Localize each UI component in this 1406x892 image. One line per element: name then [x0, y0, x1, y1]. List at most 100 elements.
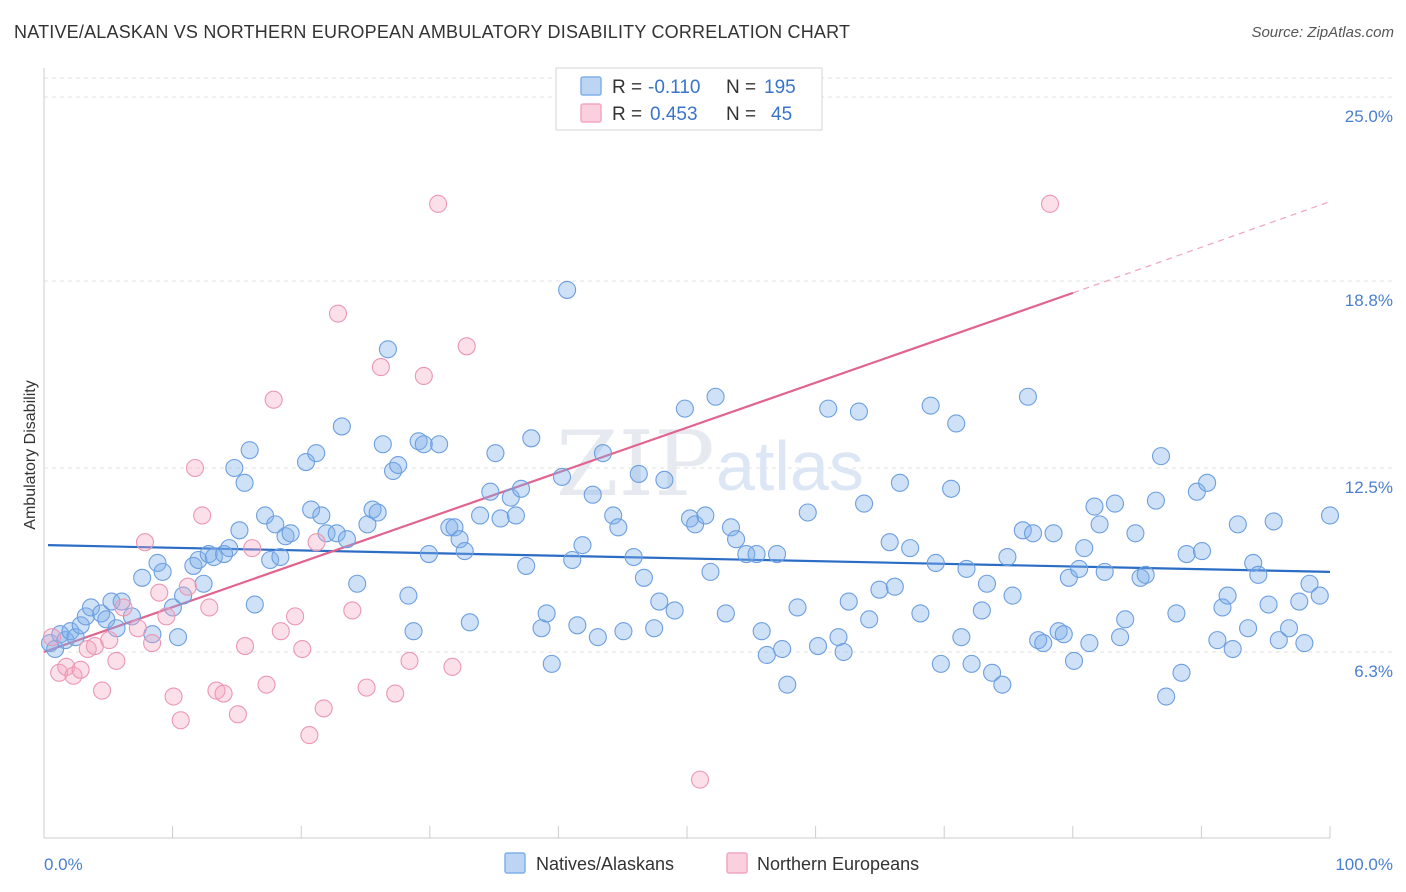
point-natives-109 — [757, 645, 776, 665]
point-natives-150 — [1054, 625, 1073, 644]
point-natives-183 — [1264, 512, 1283, 531]
point-natives-174 — [1208, 631, 1227, 650]
point-natives-71 — [501, 488, 520, 507]
point-natives-39 — [281, 524, 300, 543]
point-natives-34 — [255, 506, 275, 525]
point-natives-51 — [368, 503, 387, 522]
point-natives-122 — [860, 610, 879, 629]
point-natives-68 — [481, 482, 500, 501]
point-natives-102 — [706, 387, 725, 406]
point-natives-153 — [1070, 559, 1089, 578]
point-natives-163 — [1131, 568, 1150, 587]
point-natives-189 — [1310, 586, 1329, 605]
point-natives-115 — [808, 637, 828, 656]
point-natives-66 — [460, 613, 479, 632]
point-northern-europeans-10 — [114, 598, 133, 617]
legend-n-label-2: N = — [726, 104, 756, 125]
point-natives-164 — [1136, 565, 1155, 584]
point-northern-europeans-4 — [71, 660, 90, 679]
point-natives-119 — [839, 592, 858, 611]
point-natives-167 — [1157, 687, 1176, 706]
point-natives-128 — [911, 604, 930, 623]
point-northern-europeans-25 — [236, 637, 255, 656]
point-northern-europeans-43 — [443, 657, 462, 676]
point-natives-73 — [511, 479, 531, 498]
point-natives-147 — [1034, 634, 1053, 653]
point-natives-151 — [1059, 568, 1078, 587]
point-natives-61 — [430, 435, 449, 454]
point-natives-179 — [1239, 619, 1258, 638]
point-northern-europeans-29 — [271, 622, 290, 641]
trend-line-northern-europeans — [43, 291, 1074, 654]
point-natives-58 — [409, 432, 428, 451]
point-natives-30 — [230, 521, 249, 540]
point-northern-europeans-28 — [264, 390, 283, 409]
series-legend: Natives/Alaskans Northern Europeans — [504, 852, 919, 874]
axes — [43, 68, 1331, 839]
point-northern-europeans-33 — [307, 533, 326, 552]
point-natives-84 — [583, 485, 602, 504]
trend-lines — [43, 200, 1333, 654]
point-natives-176 — [1218, 586, 1237, 605]
point-natives-67 — [471, 506, 490, 525]
point-northern-europeans-31 — [293, 639, 312, 659]
point-northern-europeans-27 — [257, 675, 276, 694]
point-natives-79 — [552, 467, 572, 486]
point-natives-89 — [614, 622, 633, 641]
point-natives-22 — [184, 556, 203, 575]
point-natives-8 — [81, 598, 101, 617]
point-natives-69 — [486, 444, 505, 463]
y-tick-labels: 6.3% 12.5% 18.8% 25.0% — [1345, 107, 1393, 681]
point-natives-52 — [373, 435, 392, 454]
point-natives-112 — [778, 675, 797, 694]
point-natives-149 — [1049, 622, 1068, 641]
point-natives-186 — [1290, 592, 1309, 611]
point-natives-92 — [634, 568, 653, 587]
legend-n-label-1: N = — [726, 77, 756, 98]
point-natives-24 — [194, 574, 213, 593]
point-natives-9 — [92, 604, 111, 623]
point-northern-europeans-19 — [185, 458, 205, 478]
point-northern-europeans-7 — [93, 681, 112, 700]
point-natives-15 — [133, 568, 152, 587]
point-natives-82 — [568, 616, 587, 635]
legend-swatch-blue — [580, 76, 602, 96]
point-northern-europeans-0 — [42, 628, 62, 647]
y-tick-label-3: 25.0% — [1345, 107, 1393, 126]
legend-r-label-1: R = — [612, 77, 642, 98]
chart-title: NATIVE/ALASKAN VS NORTHERN EUROPEAN AMBU… — [14, 22, 851, 42]
point-northern-europeans-3 — [64, 666, 83, 685]
point-natives-156 — [1085, 497, 1104, 516]
point-natives-87 — [604, 506, 623, 525]
point-natives-55 — [389, 455, 408, 475]
point-northern-europeans-26 — [243, 539, 262, 558]
point-natives-42 — [307, 444, 326, 463]
point-natives-63 — [445, 518, 464, 537]
point-natives-169 — [1172, 663, 1191, 682]
point-natives-77 — [537, 604, 556, 623]
point-northern-europeans-44 — [457, 337, 476, 356]
point-natives-188 — [1300, 574, 1319, 593]
point-natives-27 — [215, 545, 234, 564]
point-natives-178 — [1228, 515, 1247, 534]
point-natives-106 — [737, 545, 756, 564]
trend-line-natives — [47, 544, 1331, 573]
correlation-legend: R = -0.110 N = 195 R = 0.453 N = 45 — [555, 67, 823, 131]
point-natives-144 — [1018, 387, 1037, 406]
point-natives-10 — [97, 610, 116, 629]
point-natives-70 — [491, 509, 510, 528]
point-natives-20 — [168, 628, 188, 647]
point-northern-europeans-39 — [386, 684, 405, 703]
point-natives-93 — [645, 619, 664, 638]
point-northern-europeans-45 — [1040, 194, 1060, 213]
point-natives-88 — [609, 518, 628, 537]
point-natives-50 — [363, 500, 382, 519]
point-natives-47 — [337, 530, 357, 549]
bottom-legend-swatch-blue — [504, 852, 526, 874]
point-natives-126 — [890, 473, 909, 492]
point-northern-europeans-9 — [107, 651, 126, 670]
point-northern-europeans-23 — [214, 684, 233, 703]
point-natives-136 — [962, 654, 981, 673]
point-natives-97 — [675, 399, 694, 418]
